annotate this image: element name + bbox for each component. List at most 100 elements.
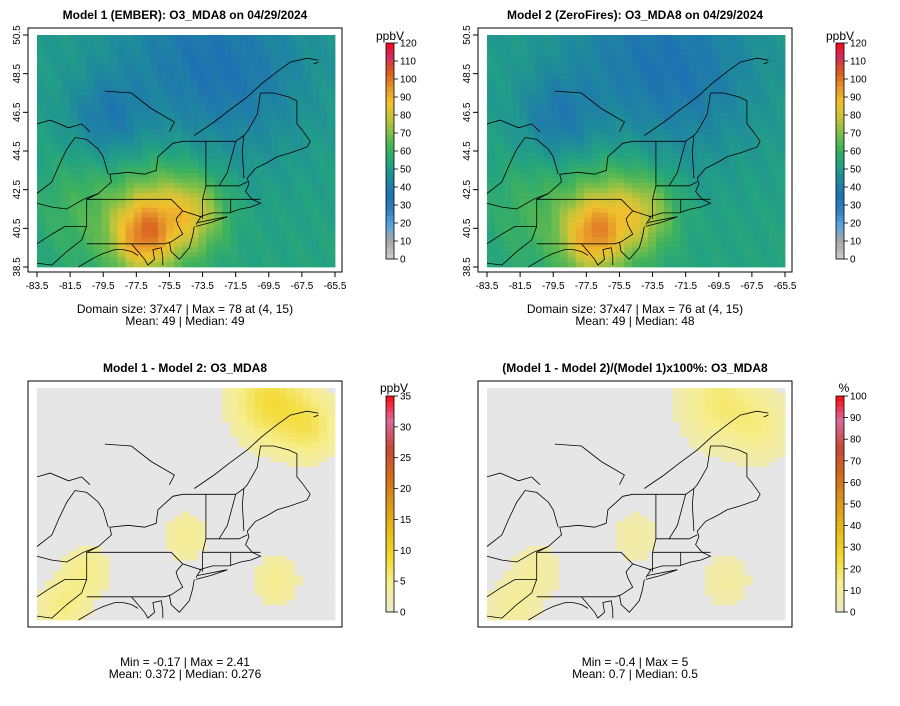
grid-cell (173, 402, 183, 409)
grid-cell (149, 422, 159, 428)
grid-cell (270, 442, 280, 448)
grid-cell (278, 516, 288, 522)
grid-cell (712, 153, 721, 159)
grid-cell (149, 35, 159, 41)
grid-cell (141, 247, 151, 253)
grid-cell (527, 94, 536, 100)
grid-cell (141, 207, 151, 214)
grid-cell (607, 207, 617, 214)
grid-cell (551, 183, 560, 189)
grid-cell (206, 402, 215, 409)
grid-cell (664, 222, 673, 228)
grid-cell (45, 188, 54, 194)
grid-cell (720, 74, 730, 80)
panel-difference: Model 1 - Model 2: O3_MDA8 0510152025303… (27, 361, 412, 681)
grid-cell (117, 511, 126, 517)
grid-cell (752, 35, 762, 41)
grid-cell (85, 143, 94, 149)
grid-cell (270, 153, 280, 159)
grid-cell (527, 118, 536, 125)
grid-cell (294, 457, 304, 463)
grid-cell (69, 471, 78, 478)
grid-cell (591, 257, 601, 263)
grid-cell (623, 138, 633, 144)
grid-cell (648, 123, 657, 130)
grid-cell (310, 84, 320, 90)
grid-cell (85, 168, 94, 174)
grid-cell (559, 143, 568, 149)
grid-cell (93, 550, 102, 557)
grid-cell (583, 227, 593, 233)
colorbar-swatch (836, 242, 844, 249)
grid-cell (302, 89, 312, 95)
grid-cell (270, 466, 280, 473)
grid-cell (591, 183, 601, 189)
grid-cell (567, 222, 576, 228)
grid-cell (262, 178, 271, 184)
grid-cell (318, 173, 328, 179)
grid-cell (214, 197, 223, 204)
grid-cell (543, 188, 552, 194)
grid-cell (535, 188, 544, 194)
grid-cell (53, 545, 62, 552)
boundary-line (486, 137, 559, 194)
grid-cell (149, 222, 159, 228)
grid-cell (712, 212, 721, 219)
grid-cell (37, 212, 46, 219)
grid-cell (181, 550, 191, 557)
grid-cell (117, 388, 126, 394)
grid-cell (85, 148, 94, 154)
grid-cell (238, 168, 247, 174)
grid-cell (77, 437, 86, 443)
grid-cell (599, 153, 609, 159)
grid-cell (575, 217, 585, 223)
grid-cell (768, 163, 778, 169)
grid-cell (704, 262, 713, 268)
grid-cell (37, 49, 46, 56)
grid-cell (230, 212, 239, 219)
grid-cell (270, 496, 280, 502)
grid-cell (93, 39, 102, 46)
grid-cell (302, 54, 312, 61)
grid-cell (214, 541, 223, 547)
grid-cell (278, 511, 288, 517)
grid-cell (696, 128, 705, 135)
grid-cell (551, 262, 560, 268)
grid-cell (85, 49, 94, 56)
grid-cell (85, 506, 94, 512)
grid-cell (567, 69, 576, 75)
grid-cell (648, 237, 657, 243)
grid-cell (551, 59, 560, 66)
grid-cell (728, 212, 738, 219)
grid-cell (101, 143, 110, 149)
grid-cell (101, 178, 110, 184)
grid-cell (45, 138, 54, 144)
grid-cell (286, 188, 296, 194)
grid-cell (543, 207, 552, 214)
y-tick-label: 42.5 (462, 179, 473, 199)
grid-cell (728, 49, 738, 56)
grid-cell (141, 257, 151, 263)
grid-cell (101, 202, 110, 209)
grid-cell (744, 118, 754, 125)
grid-cell (278, 212, 288, 219)
grid-cell (752, 188, 762, 194)
grid-cell (149, 511, 159, 517)
x-tick-label: -69.5 (257, 281, 280, 292)
grid-cell (326, 59, 336, 66)
grid-cell (704, 178, 713, 184)
grid-cell (728, 59, 738, 66)
grid-cell (728, 252, 738, 258)
grid-cell (704, 163, 713, 169)
grid-cell (77, 481, 86, 488)
grid-cell (326, 104, 336, 110)
grid-cell (326, 148, 336, 154)
grid-cell (559, 54, 568, 61)
grid-cell (109, 212, 118, 219)
grid-cell (744, 109, 754, 115)
grid-cell (117, 54, 126, 61)
grid-cell (206, 202, 215, 209)
grid-cell (527, 79, 536, 85)
grid-cell (318, 35, 328, 41)
grid-cell (190, 99, 199, 105)
